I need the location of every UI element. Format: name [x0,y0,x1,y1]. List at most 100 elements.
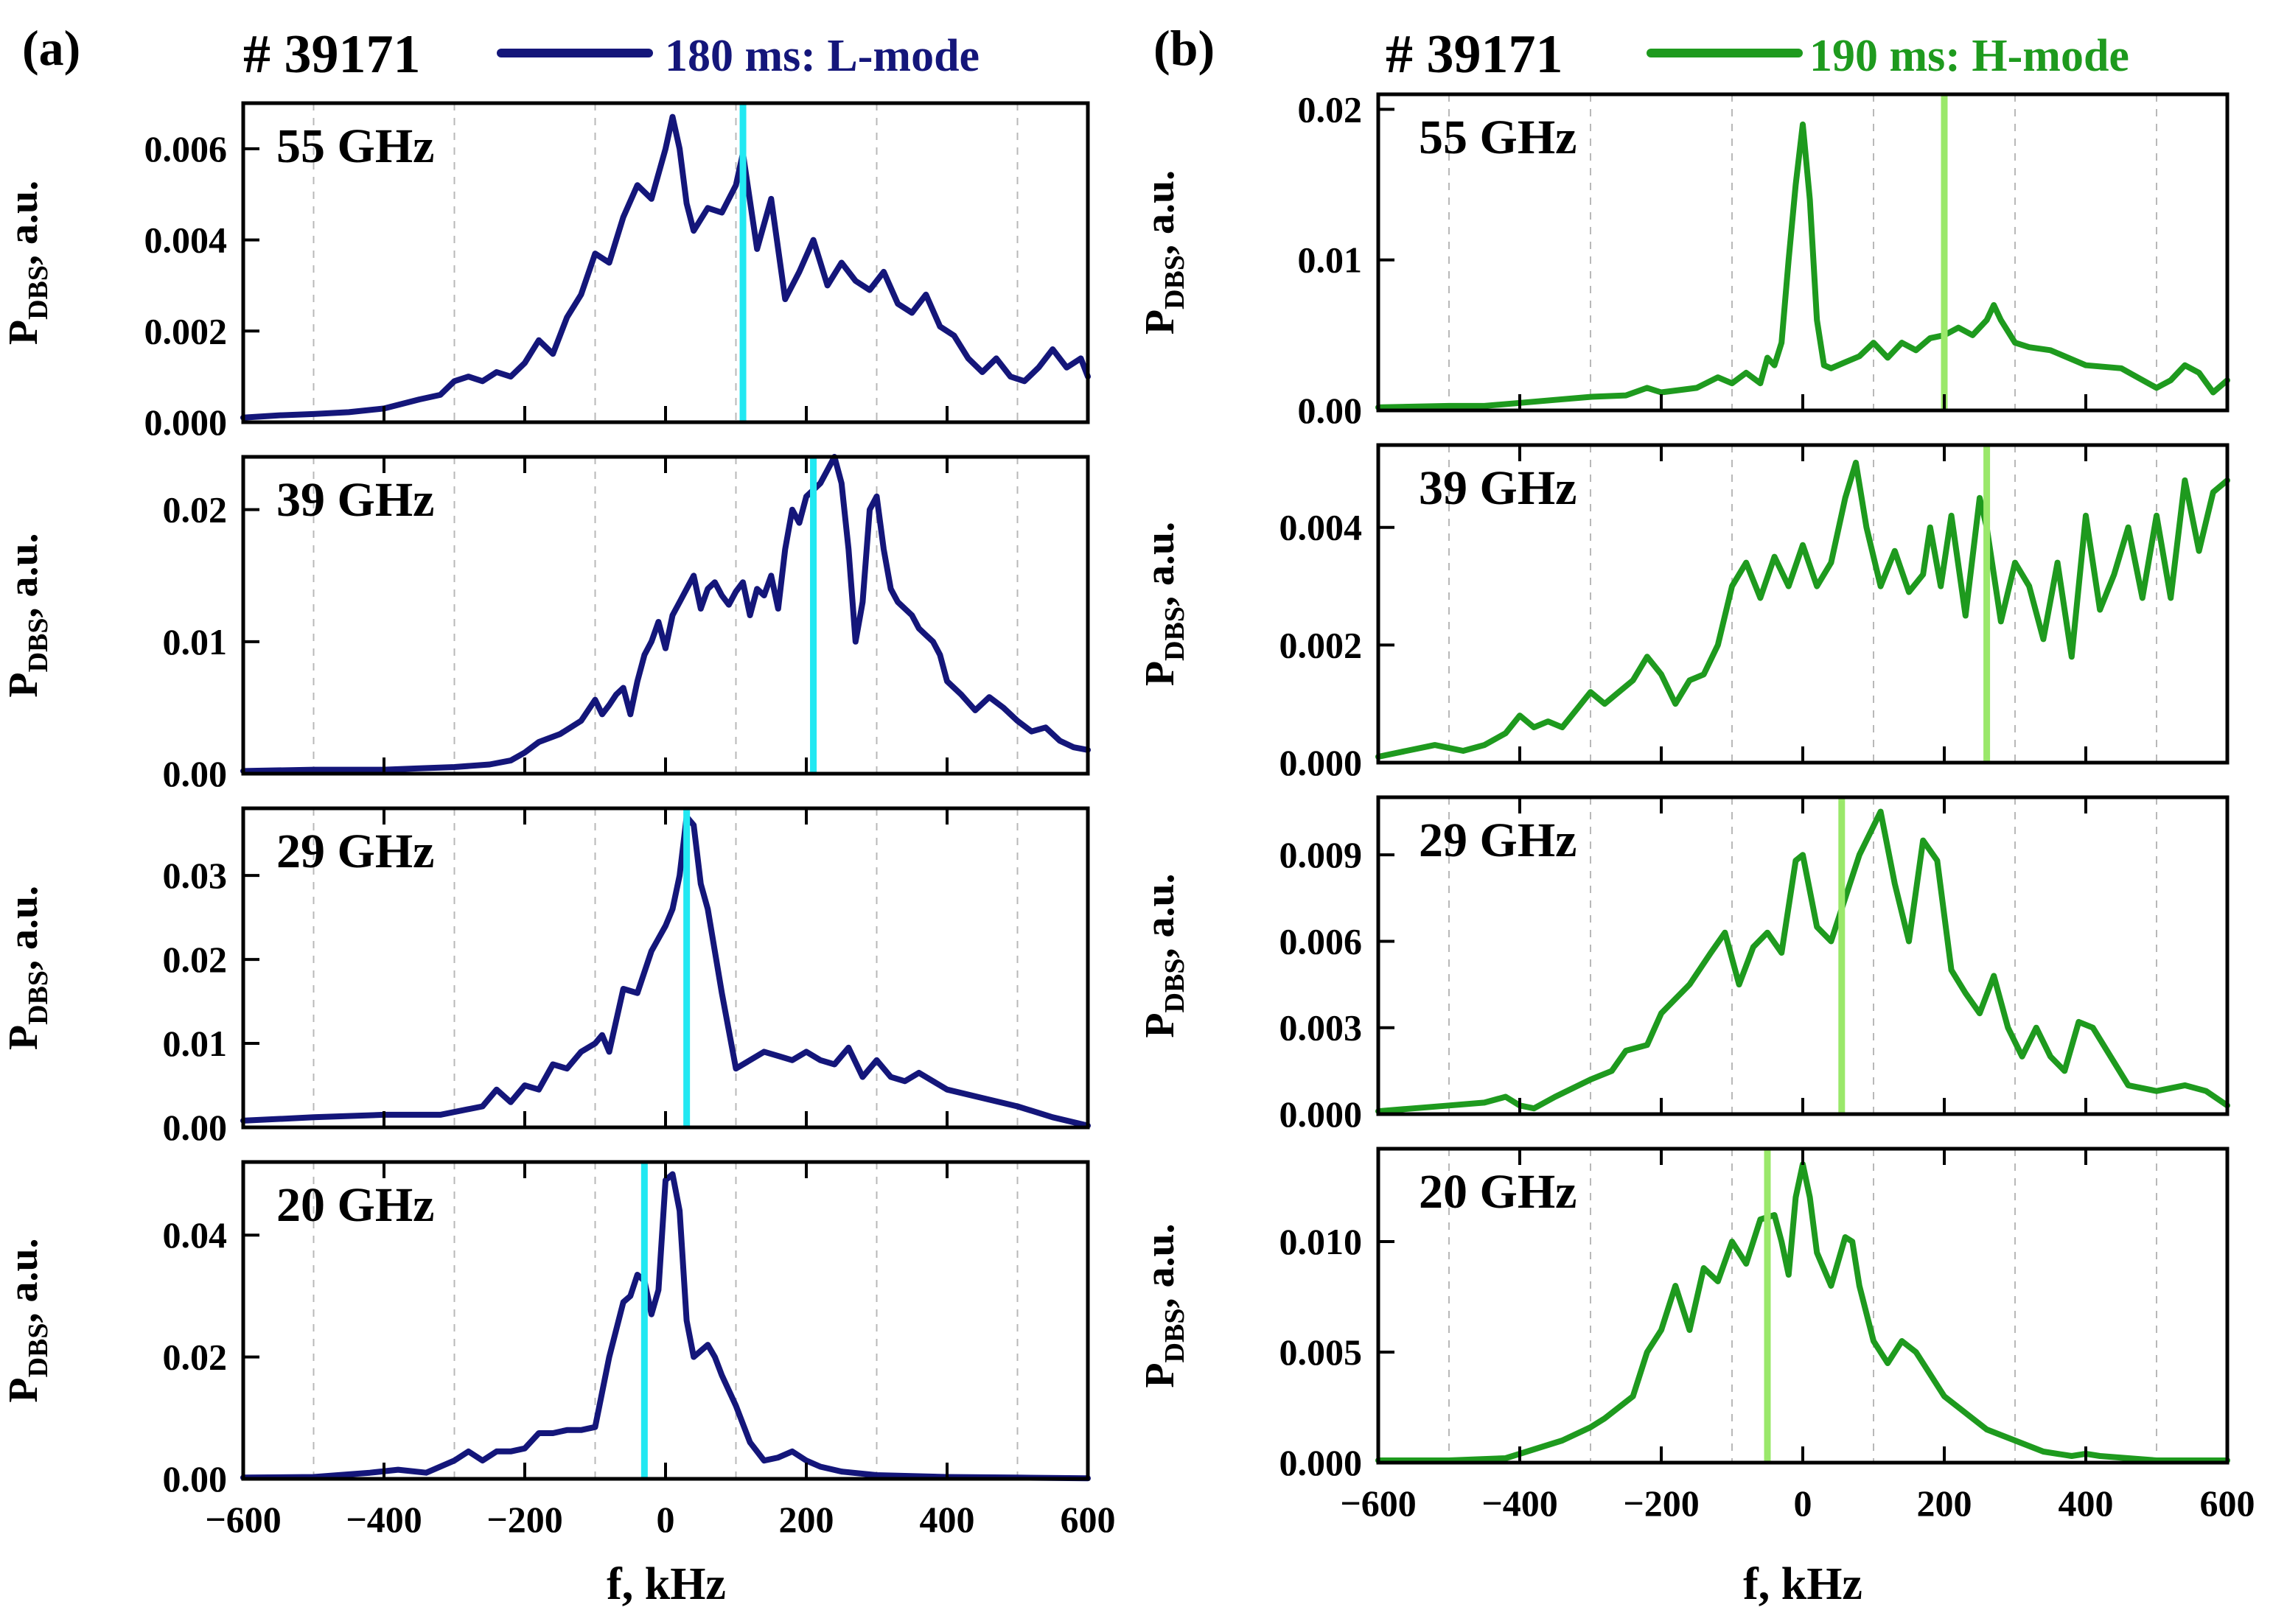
y-axis-title-sub: DBS [1159,255,1190,309]
panel-a-legend-label: 180 ms: L-mode [665,31,980,81]
panel-b-xlabel: f, kHz [1743,1559,1862,1609]
y-axis-title-tail: , a.u. [1,181,46,265]
y-axis-title-sub: DBS [23,970,54,1025]
subplot-a-0: 0.000 0.002 0.004 0.006 55 GHz PDBS, a.u. [1,101,1091,443]
frequency-label: 39 GHz [276,473,434,527]
y-axis-title-tail: , a.u. [1137,170,1183,255]
series-line-b-0 [1375,121,2230,410]
y-tick-label: 0.01 [163,1023,228,1064]
y-axis-title-main: P [1,1025,46,1050]
panel-b-header: (b) # 39171 190 ms: H-mode [1153,20,2129,85]
y-axis-title-tail: , a.u. [1137,873,1183,958]
frequency-label: 29 GHz [1419,813,1577,867]
y-tick-label: 0.009 [1279,834,1363,875]
y-tick-label: 0.02 [163,489,228,531]
subplot-b-3: 0.000 0.005 0.010 20 GHz PDBS, a.u. [1137,1147,2230,1483]
y-axis-title: PDBS, a.u. [1137,170,1190,335]
subplot-b-1: 0.000 0.002 0.004 39 GHz PDBS, a.u. [1137,443,2230,783]
x-tick-label: 600 [1061,1499,1116,1540]
frequency-label: 39 GHz [1419,461,1577,515]
panel-a-header: (a) # 39171 180 ms: L-mode [22,20,980,85]
frequency-label: 55 GHz [276,119,434,173]
y-tick-label: 0.03 [163,855,228,896]
y-axis-title-tail: , a.u. [1,1238,46,1323]
y-axis-title: PDBS, a.u. [1,181,54,345]
y-axis-title-sub: DBS [1159,606,1190,661]
y-tick-label: 0.006 [1279,920,1363,962]
frequency-label: 29 GHz [276,825,434,878]
y-axis-title-main: P [1137,309,1183,335]
y-axis-title-sub: DBS [1159,1309,1190,1363]
y-axis-title-tail: , a.u. [1,886,46,970]
y-axis-title: PDBS, a.u. [1,886,54,1050]
frequency-label: 20 GHz [1419,1165,1577,1219]
panel-b-tag: (b) [1153,20,1215,76]
subplot-a-3: 0.00 0.02 0.04 20 GHz PDBS, a.u. [1,1160,1091,1499]
series-line-a-1 [240,454,1091,774]
y-tick-label: 0.004 [1279,507,1363,548]
y-axis-title-main: P [1137,661,1183,686]
y-axis-title-main: P [1,1377,46,1402]
y-axis-title-sub: DBS [23,1323,54,1378]
y-tick-label: 0.02 [163,1337,228,1378]
y-tick-label: 0.02 [1298,88,1363,130]
x-tick-label: −400 [346,1499,422,1540]
subplot-b-0: 0.00 0.01 0.02 55 GHz PDBS, a.u. [1137,88,2230,431]
x-tick-label: 200 [779,1499,834,1540]
panel-b-legend-label: 190 ms: H-mode [1809,31,2129,81]
y-axis-title-tail: , a.u. [1137,1223,1183,1308]
x-tick-label: 600 [2200,1483,2255,1524]
y-tick-label: 0.010 [1279,1221,1363,1262]
panel-a-shot-label: # 39171 [243,24,421,85]
y-axis-title-tail: , a.u. [1137,522,1183,606]
y-tick-label: 0.004 [144,220,228,261]
y-axis-title-sub: DBS [23,265,54,320]
subplot-b-2: 0.000 0.003 0.006 0.009 29 GHz PDBS, a.u. [1137,795,2230,1135]
y-tick-label: 0.000 [1279,1442,1363,1483]
y-tick-label: 0.00 [163,1458,228,1499]
y-axis-title: PDBS, a.u. [1137,1223,1190,1387]
series-line-b-2 [1375,808,2230,1115]
y-tick-label: 0.01 [163,621,228,662]
panel-a-tag: (a) [22,20,80,76]
y-tick-label: 0.000 [1279,742,1363,783]
y-axis-title-main: P [1,320,46,345]
y-tick-label: 0.002 [1279,624,1363,665]
subplot-a-2: 0.00 0.01 0.02 0.03 29 GHz PDBS, a.u. [1,806,1091,1148]
x-tick-label: 200 [1917,1483,1972,1524]
panel-a-xlabel: f, kHz [607,1559,726,1609]
y-tick-label: 0.00 [163,753,228,794]
panel-b-shot-label: # 39171 [1386,24,1563,85]
y-axis-title-main: P [1,672,46,697]
x-tick-label: 400 [920,1499,975,1540]
y-tick-label: 0.01 [1298,239,1363,281]
x-tick-label: −400 [1481,1483,1558,1524]
series-line-a-3 [240,1171,1091,1482]
y-tick-label: 0.006 [144,128,228,169]
series-line-b-1 [1375,459,2230,760]
x-tick-label: −600 [205,1499,282,1540]
y-axis-title-main: P [1137,1362,1183,1387]
frequency-label: 20 GHz [276,1178,434,1232]
y-axis-title-sub: DBS [1159,959,1190,1013]
x-tick-label: −200 [1623,1483,1700,1524]
series-line-a-2 [240,813,1091,1129]
y-tick-label: 0.00 [163,1107,228,1148]
x-tick-label: −600 [1340,1483,1417,1524]
y-axis-title: PDBS, a.u. [1137,873,1190,1037]
x-tick-label: −200 [486,1499,563,1540]
x-tick-label: 0 [657,1499,675,1540]
x-tick-label: 0 [1794,1483,1812,1524]
y-tick-label: 0.04 [163,1214,228,1256]
y-axis-title: PDBS, a.u. [1,1238,54,1402]
frequency-label: 55 GHz [1419,111,1577,164]
y-axis-title: PDBS, a.u. [1,533,54,697]
y-axis-title-tail: , a.u. [1,533,46,617]
series-line-b-3 [1375,1161,2230,1463]
x-tick-label: 400 [2059,1483,2114,1524]
subplot-a-1: 0.00 0.01 0.02 39 GHz PDBS, a.u. [1,454,1091,794]
y-tick-label: 0.005 [1279,1331,1363,1373]
